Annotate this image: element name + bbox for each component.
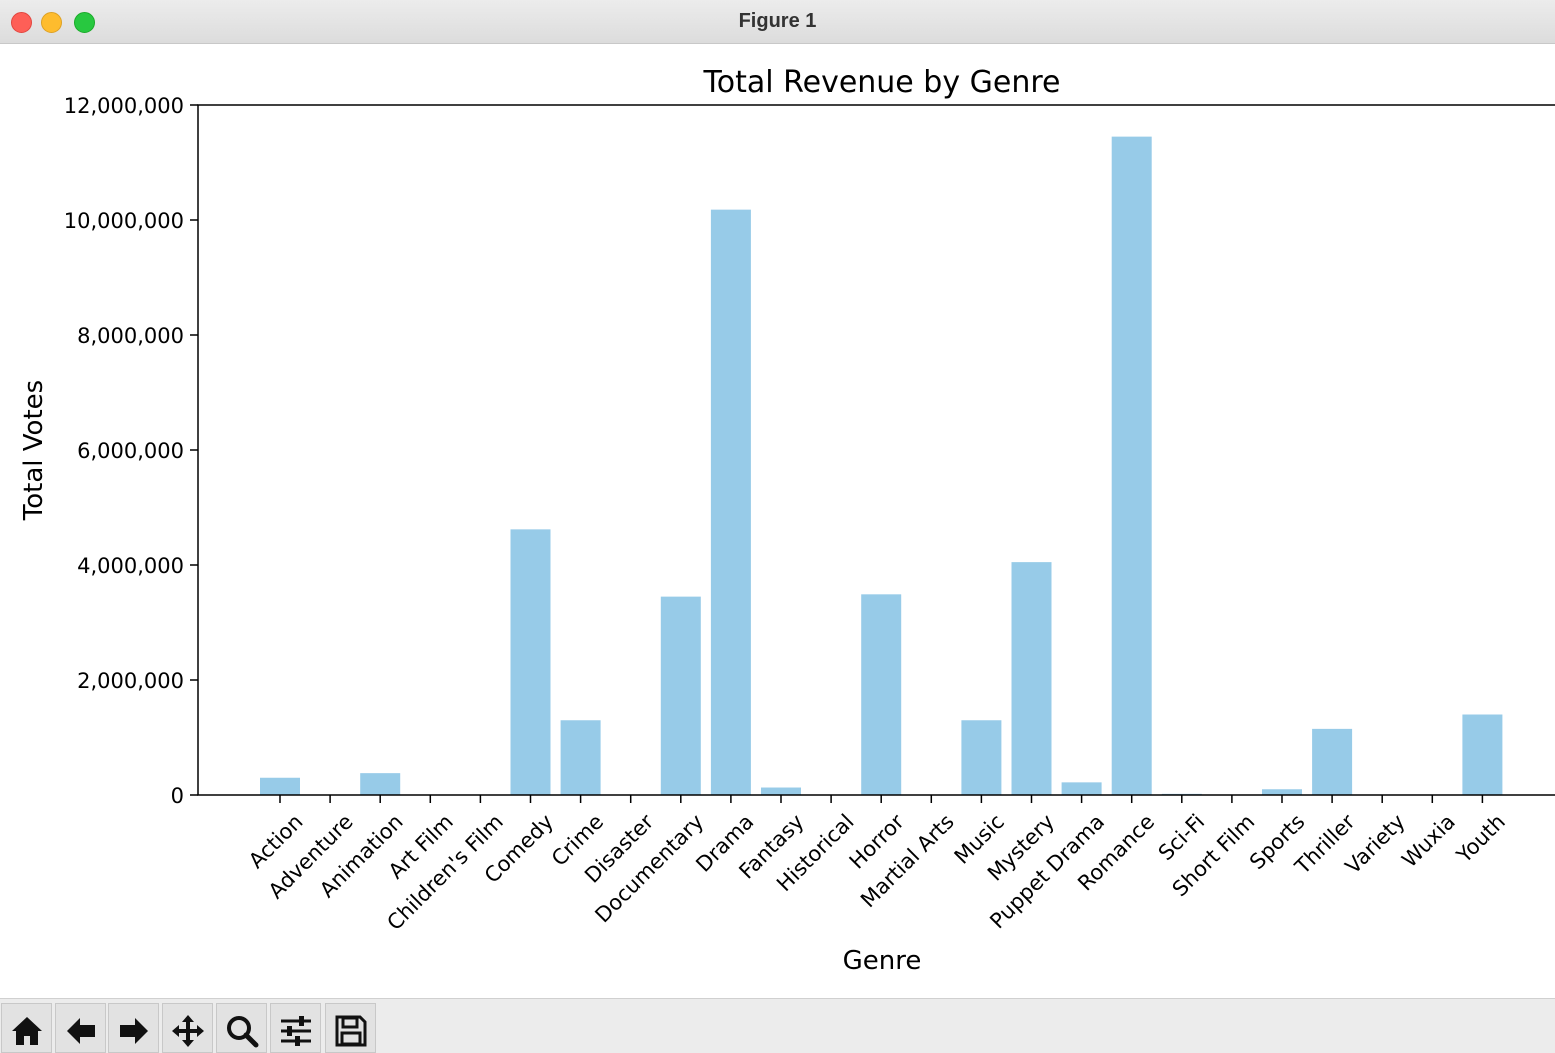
home-icon: [12, 1017, 42, 1045]
x-tick-label: Youth: [1451, 810, 1510, 869]
maximize-window-button[interactable]: [74, 12, 95, 33]
forward-button[interactable]: [108, 1003, 159, 1053]
chart-title: Total Revenue by Genre: [703, 65, 1061, 100]
bar-comedy: [510, 529, 551, 795]
x-tick-label: Wuxia: [1397, 810, 1460, 873]
zoom-icon: [227, 1016, 259, 1048]
window-title: Figure 1: [738, 10, 817, 32]
home-button[interactable]: [1, 1003, 52, 1053]
bar-mystery: [1011, 562, 1052, 795]
bar-fantasy: [761, 787, 801, 795]
y-axis-label: Total Votes: [19, 380, 49, 521]
y-axis: 0 2,000,000 4,000,000 6,000,000 8,000,000 10,…: [64, 94, 198, 808]
configure-subplots-icon: [281, 1016, 311, 1046]
y-tick-label: 8,000,000: [77, 324, 184, 348]
save-button[interactable]: [325, 1003, 376, 1053]
y-tick-label: 12,000,000: [64, 94, 184, 118]
bar-puppet-drama: [1061, 782, 1102, 795]
minimize-window-button[interactable]: [41, 12, 62, 33]
configure-subplots-button[interactable]: [270, 1003, 321, 1053]
y-tick-label: 10,000,000: [64, 209, 184, 233]
y-tick-label: 0: [171, 784, 184, 808]
y-tick-label: 6,000,000: [77, 439, 184, 463]
bar-horror: [861, 594, 902, 795]
figure-canvas: Total Revenue by Genre 0 2,000,000 4,000,0…: [0, 44, 1555, 998]
bar-documentary: [660, 596, 701, 795]
zoom-button[interactable]: [216, 1003, 267, 1053]
bars: [260, 136, 1503, 795]
bar-music: [961, 720, 1002, 795]
bar-chart: Total Revenue by Genre 0 2,000,000 4,000,0…: [19, 65, 1555, 976]
forward-arrow-icon: [120, 1018, 148, 1044]
x-axis-label: Genre: [843, 946, 922, 976]
bar-crime: [560, 720, 601, 795]
bar-thriller: [1312, 728, 1353, 795]
bar-animation: [360, 773, 401, 795]
navigation-toolbar: [0, 998, 1555, 1053]
pan-button[interactable]: [162, 1003, 213, 1053]
pan-icon: [172, 1015, 204, 1047]
bar-drama: [710, 209, 751, 795]
bar-youth: [1462, 714, 1503, 795]
axes-frame: [197, 104, 1555, 796]
bar-action: [260, 777, 300, 795]
bar-sports: [1262, 789, 1302, 795]
close-window-button[interactable]: [11, 12, 32, 33]
title-bar: Figure 1: [0, 0, 1555, 44]
bar-romance: [1111, 136, 1152, 795]
back-button[interactable]: [55, 1003, 106, 1053]
y-tick-label: 2,000,000: [77, 669, 184, 693]
back-arrow-icon: [67, 1018, 95, 1044]
save-icon: [335, 1015, 367, 1047]
y-tick-label: 4,000,000: [77, 554, 184, 578]
